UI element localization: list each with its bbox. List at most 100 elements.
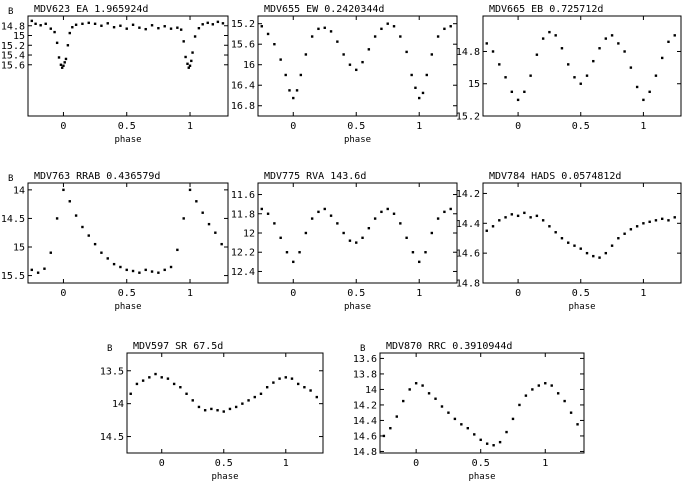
data-point	[125, 27, 128, 30]
y-tick-label: 13.5	[100, 366, 124, 377]
data-point	[592, 59, 595, 63]
x-axis-label: phase	[344, 135, 371, 145]
data-point	[278, 377, 281, 380]
y-tick-label: 15	[13, 243, 25, 254]
data-point	[436, 35, 440, 38]
data-point	[169, 27, 173, 30]
data-point	[193, 35, 197, 38]
y-tick-label: 11.6	[231, 190, 255, 201]
data-point	[348, 63, 352, 66]
data-point	[295, 89, 299, 92]
data-point	[516, 214, 520, 218]
data-point	[453, 417, 457, 421]
data-point	[71, 26, 74, 29]
x-tick-label: 1	[283, 458, 289, 469]
panel-title: MDV665 EB 0.725712d	[489, 4, 603, 15]
data-point	[68, 31, 71, 35]
data-point	[443, 210, 446, 214]
data-point	[310, 217, 314, 220]
data-point	[317, 27, 320, 31]
data-point	[62, 188, 65, 192]
data-point	[673, 34, 676, 37]
x-tick-label: 1	[416, 288, 422, 299]
y-tick-label: 13.6	[353, 354, 377, 365]
data-point	[206, 21, 209, 25]
data-point	[211, 23, 215, 26]
data-point	[424, 251, 427, 254]
data-point	[260, 207, 263, 211]
x-tick-label: 0.5	[572, 121, 590, 132]
x-tick-label: 1	[416, 121, 422, 132]
data-point	[654, 74, 658, 77]
x-axis-label: phase	[568, 302, 595, 312]
data-point	[548, 30, 551, 34]
data-point	[296, 382, 300, 386]
data-point	[131, 23, 135, 26]
y-tick-label: 12.2	[231, 248, 255, 259]
data-point	[361, 236, 364, 240]
data-point	[93, 22, 97, 26]
data-point	[567, 63, 570, 66]
data-point	[648, 90, 651, 94]
y-tick-label: 14.5	[100, 432, 124, 443]
data-point	[485, 42, 488, 45]
y-tick-label: 16.4	[231, 81, 255, 92]
data-point	[81, 225, 84, 229]
data-point	[131, 269, 135, 273]
x-axis-label: phase	[114, 302, 141, 312]
data-point	[485, 442, 489, 445]
data-point	[447, 411, 450, 414]
data-point	[414, 86, 417, 89]
data-point	[125, 268, 128, 272]
data-point	[492, 444, 495, 447]
x-axis-label: phase	[344, 302, 371, 312]
data-point	[554, 231, 557, 234]
data-point	[523, 90, 526, 94]
data-point	[207, 222, 211, 226]
x-tick-label: 0	[290, 288, 296, 299]
data-point	[673, 216, 676, 219]
data-point	[214, 231, 217, 234]
data-point	[629, 228, 633, 231]
panel-title: MDV623 EA 1.965924d	[34, 4, 148, 15]
data-point	[510, 90, 514, 94]
data-point	[60, 66, 64, 69]
data-point	[303, 386, 306, 389]
data-point	[573, 244, 576, 247]
data-point	[623, 232, 626, 235]
x-tick-label: 1	[187, 121, 193, 132]
data-point	[617, 237, 620, 240]
data-point	[380, 27, 383, 31]
data-point	[556, 392, 560, 395]
data-point	[414, 382, 418, 385]
data-point	[49, 251, 52, 254]
data-point	[176, 248, 179, 252]
data-point	[466, 426, 469, 430]
y-tick-label: 14.8	[456, 47, 480, 58]
data-point	[184, 55, 187, 59]
data-point	[443, 27, 446, 31]
data-point	[59, 63, 63, 66]
data-point	[157, 26, 160, 30]
data-point	[399, 35, 402, 38]
y-tick-label: 12	[243, 229, 255, 240]
panel-title: MDV870 RRC 0.3910944d	[386, 341, 512, 352]
data-point	[537, 384, 541, 387]
x-axis-label: phase	[114, 135, 141, 145]
data-point	[135, 382, 139, 386]
x-tick-label: 0	[60, 121, 66, 132]
x-tick-label: 0.5	[472, 458, 490, 469]
data-point	[64, 57, 68, 61]
data-point	[479, 438, 482, 442]
data-point	[661, 56, 664, 60]
data-point	[30, 19, 33, 23]
data-point	[166, 377, 170, 380]
data-point	[288, 89, 291, 92]
panel-title: MDV784 HADS 0.0574812d	[489, 171, 621, 182]
x-tick-label: 0.5	[215, 458, 233, 469]
data-point	[399, 222, 402, 225]
data-point	[190, 59, 193, 63]
data-point	[112, 262, 116, 266]
light-curve-panel: MDV665 EB 0.725712d 0 0.5 1 14.8 15 15.2	[456, 4, 682, 132]
data-point	[367, 226, 371, 230]
